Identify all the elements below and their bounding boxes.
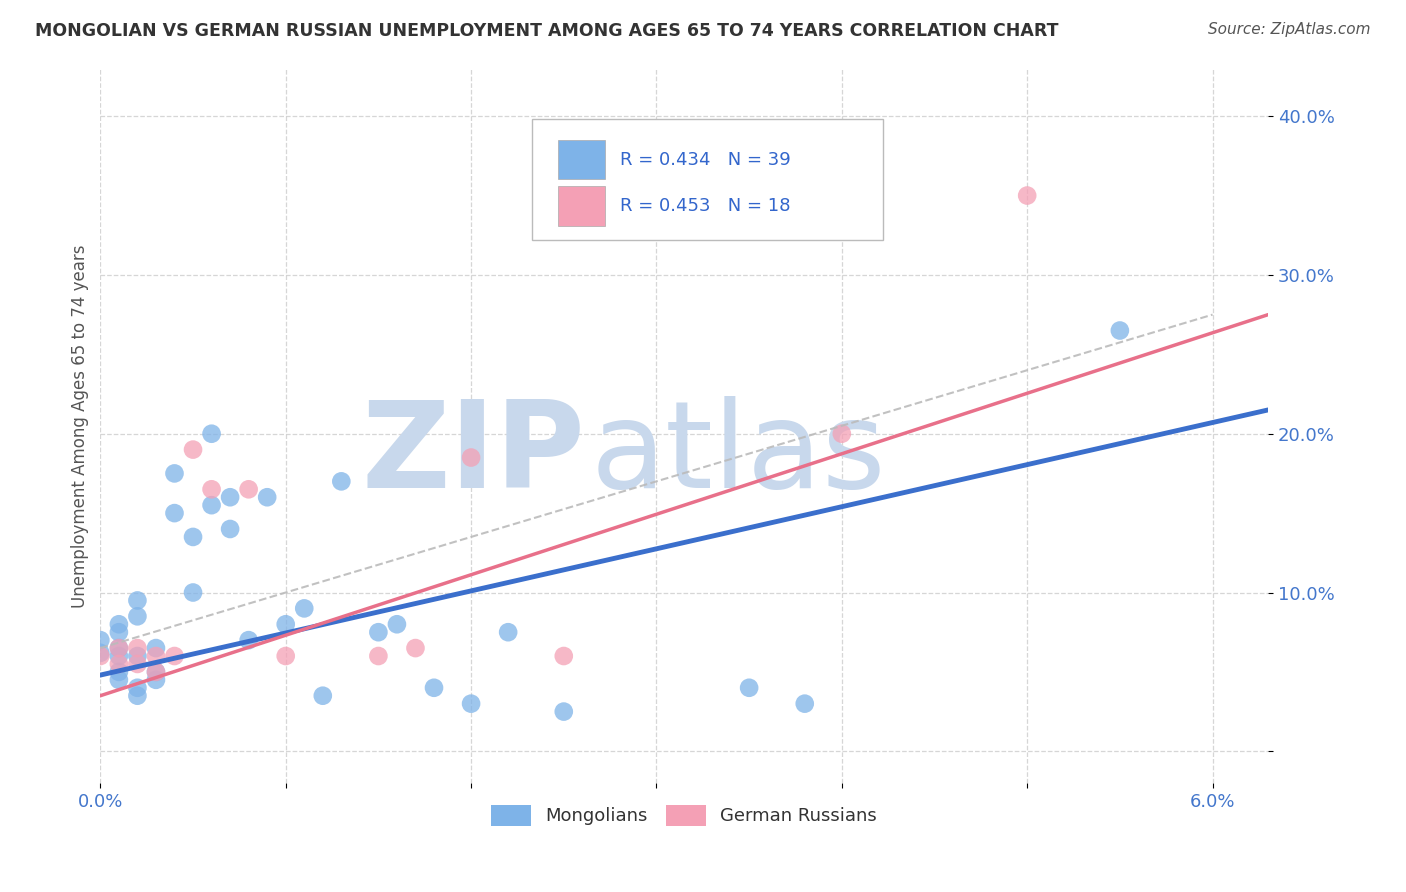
Text: MONGOLIAN VS GERMAN RUSSIAN UNEMPLOYMENT AMONG AGES 65 TO 74 YEARS CORRELATION C: MONGOLIAN VS GERMAN RUSSIAN UNEMPLOYMENT… <box>35 22 1059 40</box>
Point <box>200 426 222 441</box>
Point <box>108 641 131 656</box>
Point <box>127 657 149 671</box>
Point <box>831 426 853 441</box>
Point <box>181 585 204 599</box>
Point <box>145 648 167 663</box>
Point <box>312 689 335 703</box>
Point <box>238 483 260 497</box>
Point <box>460 450 482 465</box>
Point <box>274 617 297 632</box>
Text: atlas: atlas <box>591 396 886 513</box>
Point <box>108 673 131 687</box>
Y-axis label: Unemployment Among Ages 65 to 74 years: Unemployment Among Ages 65 to 74 years <box>72 244 89 607</box>
Point <box>367 648 389 663</box>
Point <box>89 633 111 648</box>
Point <box>127 609 149 624</box>
Point <box>200 498 222 512</box>
Point <box>163 648 186 663</box>
Point <box>145 665 167 679</box>
Point <box>367 625 389 640</box>
Point <box>145 641 167 656</box>
Text: R = 0.434   N = 39: R = 0.434 N = 39 <box>620 151 790 169</box>
Point <box>108 617 131 632</box>
Point <box>1108 324 1130 338</box>
Point <box>738 681 761 695</box>
Point <box>163 506 186 520</box>
Point <box>89 648 111 663</box>
Point <box>127 648 149 663</box>
Point <box>181 442 204 457</box>
Point <box>163 467 186 481</box>
Text: Source: ZipAtlas.com: Source: ZipAtlas.com <box>1208 22 1371 37</box>
Point <box>127 593 149 607</box>
Point <box>145 665 167 679</box>
Point <box>256 490 278 504</box>
Point <box>108 657 131 671</box>
Text: R = 0.453   N = 18: R = 0.453 N = 18 <box>620 197 790 216</box>
Point <box>238 633 260 648</box>
Point <box>89 646 111 660</box>
Point <box>553 648 575 663</box>
FancyBboxPatch shape <box>558 140 605 179</box>
Point <box>127 641 149 656</box>
Point <box>423 681 446 695</box>
Point <box>108 648 131 663</box>
Point <box>330 475 353 489</box>
Point <box>219 522 242 536</box>
Point <box>145 673 167 687</box>
Point <box>108 641 131 656</box>
Point <box>108 665 131 679</box>
Point <box>200 483 222 497</box>
Point <box>127 681 149 695</box>
Point <box>793 697 815 711</box>
Legend: Mongolians, German Russians: Mongolians, German Russians <box>482 796 886 835</box>
Text: ZIP: ZIP <box>361 396 585 513</box>
Point <box>127 689 149 703</box>
Point <box>219 490 242 504</box>
Point <box>274 648 297 663</box>
Point <box>181 530 204 544</box>
Point <box>108 625 131 640</box>
FancyBboxPatch shape <box>533 119 883 240</box>
Point <box>385 617 408 632</box>
Point <box>405 641 427 656</box>
FancyBboxPatch shape <box>558 186 605 226</box>
Point <box>292 601 315 615</box>
Point <box>496 625 519 640</box>
Point <box>553 705 575 719</box>
Point <box>460 697 482 711</box>
Point <box>1017 188 1039 202</box>
